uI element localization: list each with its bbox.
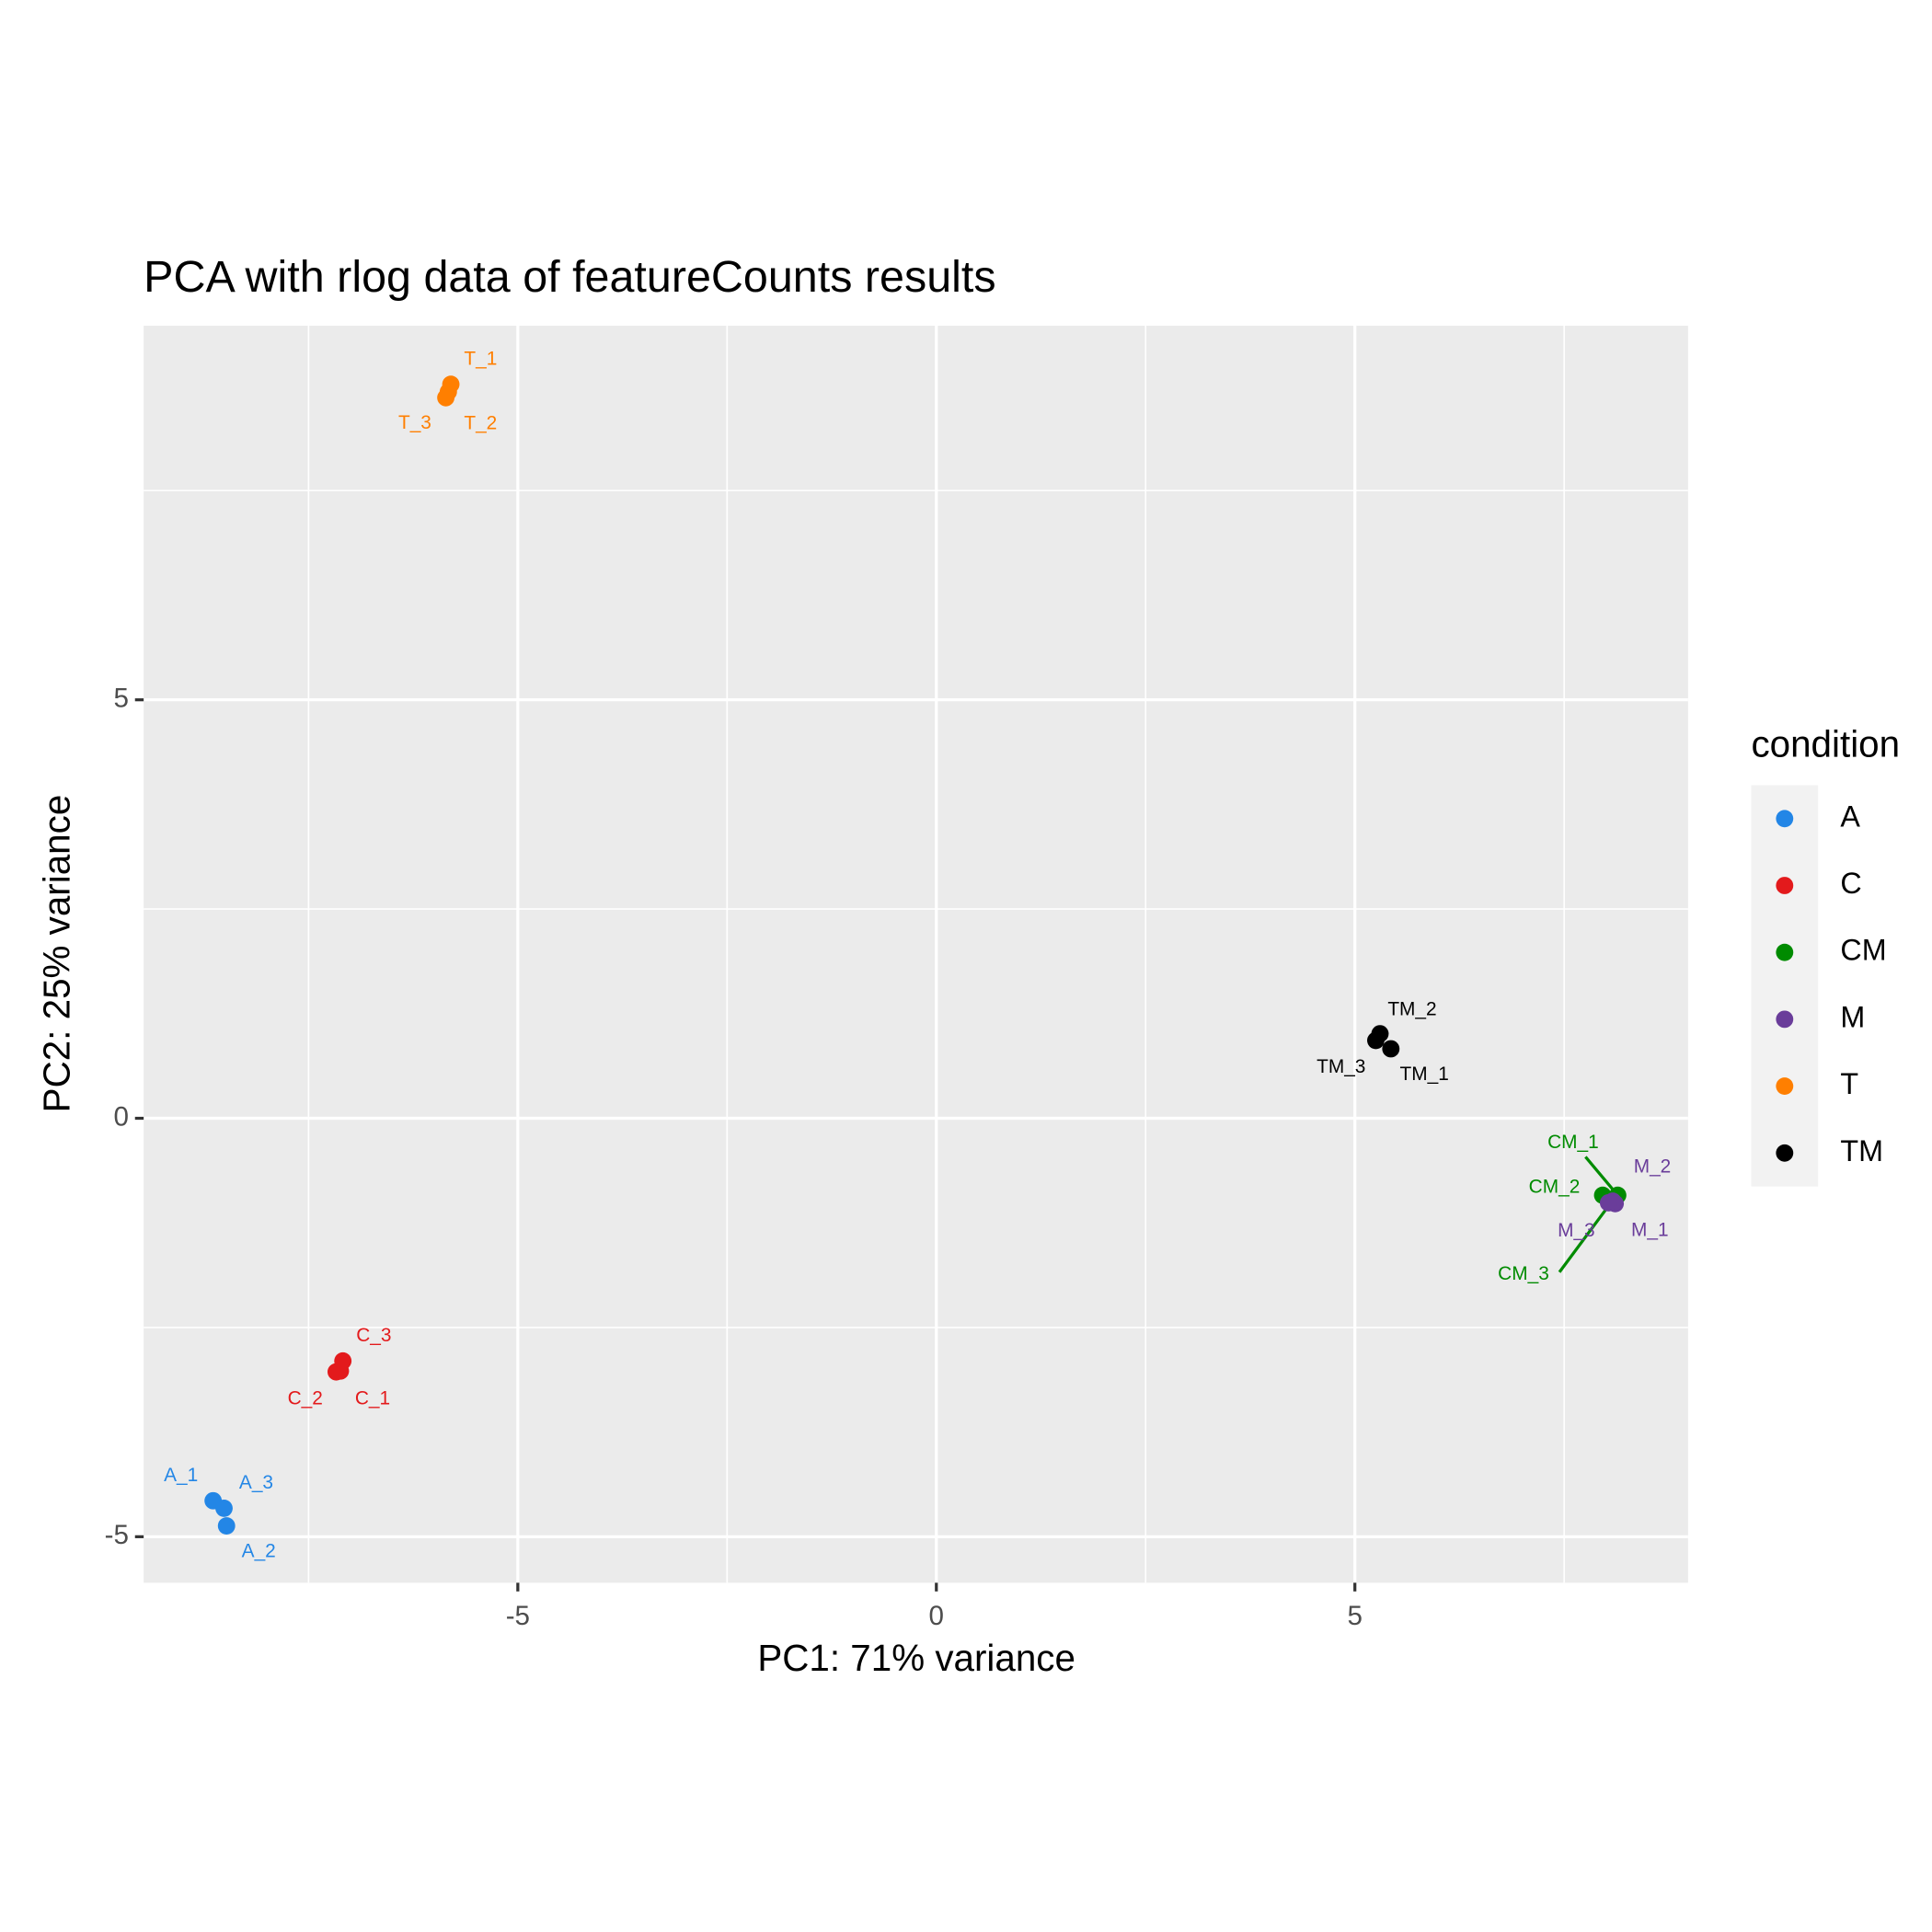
point-label: T_2	[464, 412, 497, 433]
legend-key	[1776, 1010, 1794, 1029]
point	[215, 1499, 233, 1517]
legend-key-background	[1751, 785, 1819, 1187]
point-label: CM_1	[1547, 1132, 1599, 1153]
point-label: M_3	[1558, 1220, 1595, 1241]
point	[334, 1351, 352, 1370]
x-tick-label: 0	[929, 1601, 944, 1631]
legend-label: CM	[1840, 934, 1886, 967]
legend-key	[1776, 877, 1794, 894]
legend-key	[1776, 1077, 1794, 1095]
point-label: T_1	[464, 348, 497, 369]
label-segment	[1558, 1199, 1615, 1273]
y-tick-label: 0	[114, 1101, 129, 1132]
point-label: A_1	[164, 1465, 198, 1486]
legend-key	[1776, 1144, 1794, 1162]
point-label: T_3	[398, 412, 431, 433]
point	[437, 388, 455, 407]
point-label: A_3	[239, 1472, 273, 1493]
legend-label: A	[1840, 799, 1860, 833]
legend-label: TM	[1840, 1134, 1883, 1167]
legend-key	[1776, 810, 1794, 828]
point-label: CM_2	[1529, 1177, 1581, 1198]
chart-title: PCA with rlog data of featureCounts resu…	[144, 252, 995, 302]
legend-key	[1776, 943, 1794, 961]
x-tick-label: 5	[1347, 1601, 1362, 1631]
point-label: TM_3	[1317, 1056, 1365, 1077]
point	[1382, 1040, 1400, 1058]
legend-label: M	[1840, 1000, 1865, 1033]
legend-label: C	[1840, 867, 1861, 900]
point-label: M_2	[1634, 1156, 1672, 1178]
legend-label: T	[1840, 1067, 1858, 1100]
point	[1367, 1031, 1385, 1050]
grid: -5 0 5 -5 0 5	[105, 326, 1688, 1631]
point-label: TM_1	[1399, 1064, 1448, 1085]
point-label: C_1	[355, 1388, 390, 1409]
point-label: TM_2	[1387, 999, 1436, 1020]
point	[1599, 1193, 1617, 1212]
point-label: CM_3	[1498, 1263, 1549, 1284]
y-tick-label: 5	[114, 683, 129, 713]
marks: A_1 A_2 A_3 C_1 C_2 C_3 CM_1 CM_2 CM_3 M_1 M_2 M_3 T…	[164, 348, 1671, 1561]
point-label: C_3	[356, 1325, 391, 1346]
panel	[144, 326, 1688, 1583]
y-tick-label: -5	[105, 1520, 129, 1550]
y-axis-title: PC2: 25% variance	[35, 795, 77, 1113]
legend: A C CM M T TM	[1751, 785, 1887, 1187]
x-tick-label: -5	[506, 1601, 530, 1631]
point-label: C_2	[288, 1387, 323, 1409]
legend-title: condition	[1751, 722, 1900, 765]
point-label: A_2	[242, 1540, 276, 1561]
point	[217, 1517, 236, 1535]
point-label: M_1	[1631, 1219, 1669, 1240]
x-axis-title: PC1: 71% variance	[757, 1637, 1075, 1679]
